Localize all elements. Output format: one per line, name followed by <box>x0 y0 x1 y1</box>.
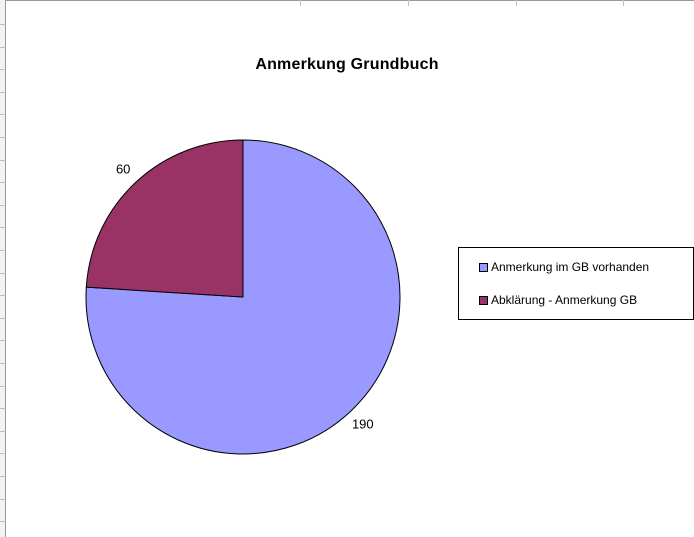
data-label-abklaerung: 60 <box>116 161 130 176</box>
row-divider <box>0 408 6 409</box>
row-divider <box>0 363 6 364</box>
pie-slice-anmerkung-vorhanden[interactable] <box>85 139 401 455</box>
row-divider <box>0 205 6 206</box>
row-divider <box>0 160 6 161</box>
row-divider <box>0 340 6 341</box>
pie-slice-abklaerung[interactable] <box>85 139 244 298</box>
row-divider <box>0 24 6 25</box>
legend-swatch-anmerkung-vorhanden <box>479 262 488 272</box>
chart-title: Anmerkung Grundbuch <box>255 56 439 73</box>
legend-swatch-abklaerung <box>479 295 488 305</box>
column-divider <box>516 0 517 6</box>
legend[interactable]: Anmerkung im GB vorhanden Abklärung - An… <box>458 247 694 320</box>
row-divider <box>0 318 6 319</box>
row-divider <box>0 114 6 115</box>
legend-item-anmerkung-vorhanden: Anmerkung im GB vorhanden <box>479 260 649 274</box>
row-divider <box>0 499 6 500</box>
row-divider <box>0 431 6 432</box>
data-label-anmerkung-vorhanden: 190 <box>352 417 374 432</box>
row-divider <box>0 453 6 454</box>
row-divider <box>0 250 6 251</box>
legend-label-anmerkung-vorhanden: Anmerkung im GB vorhanden <box>491 260 650 274</box>
row-divider <box>0 386 6 387</box>
column-divider <box>300 0 301 6</box>
column-divider <box>408 0 409 6</box>
legend-label-abklaerung: Abklärung - Anmerkung GB <box>491 293 638 307</box>
column-header-edge <box>0 0 694 1</box>
row-divider <box>0 295 6 296</box>
row-divider <box>0 47 6 48</box>
row-divider <box>0 521 6 522</box>
row-divider <box>0 476 6 477</box>
legend-item-abklaerung: Abklärung - Anmerkung GB <box>479 293 637 307</box>
row-divider <box>0 137 6 138</box>
row-divider <box>0 182 6 183</box>
column-divider <box>623 0 624 6</box>
row-divider <box>0 273 6 274</box>
row-divider <box>0 69 6 70</box>
row-divider <box>0 227 6 228</box>
row-divider <box>0 92 6 93</box>
row-header-strip[interactable] <box>0 0 6 537</box>
